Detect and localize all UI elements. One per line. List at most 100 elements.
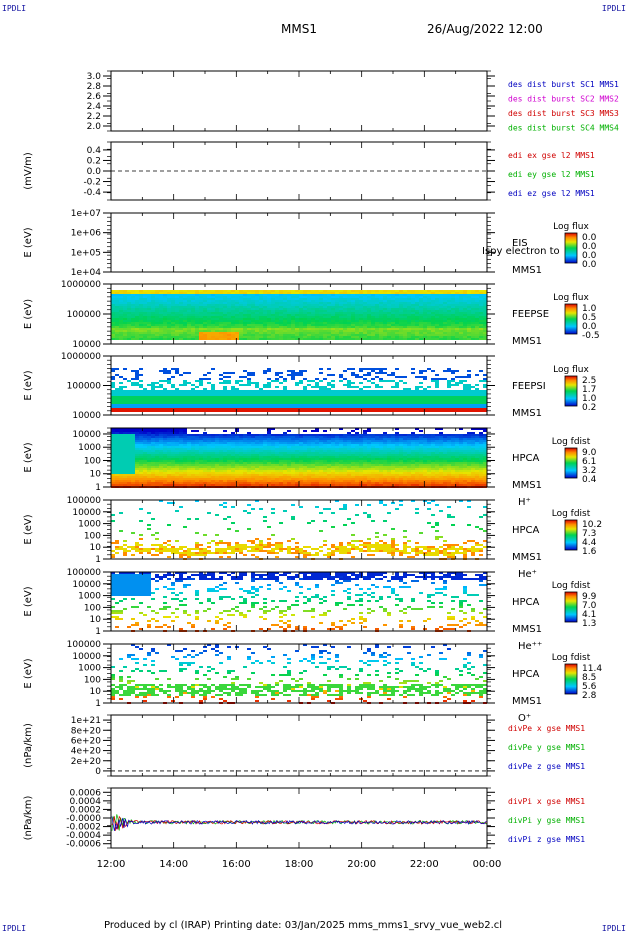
spectrogram-cell [383, 320, 387, 322]
spectrogram-cell [131, 466, 135, 468]
spectrogram-cell [427, 408, 431, 410]
spectrogram-cell [195, 396, 199, 398]
spectrogram-cell [135, 304, 139, 306]
spectrogram-cell [287, 332, 291, 334]
spectrogram-cell [131, 294, 135, 296]
spectrogram-cell [215, 330, 219, 332]
spectrogram-cell [159, 316, 163, 318]
spectrogram-cell [379, 300, 383, 302]
spectrogram-cell [195, 392, 199, 394]
spectrogram-cell [463, 312, 467, 314]
spectrogram-cell [207, 472, 211, 474]
spectrogram-cell [195, 476, 199, 478]
spectrogram-cell [327, 322, 331, 324]
spectrogram-cell [191, 398, 195, 400]
spectrogram-cell [463, 380, 467, 382]
spectrogram-cell [195, 398, 199, 400]
corner-label-bottom-right: IPDLI [601, 924, 626, 933]
spectrogram-cell [379, 326, 383, 328]
spectrogram-cell [215, 324, 219, 326]
spectrogram-cell [419, 320, 423, 322]
spectrogram-cell [111, 428, 115, 430]
spectrogram-cell [175, 436, 179, 438]
spectrogram-cell [187, 472, 191, 474]
spectrogram-cell [307, 396, 311, 398]
spectrogram-cell [195, 440, 199, 442]
spectrogram-cell [315, 410, 319, 412]
spectrogram-cell [147, 430, 151, 432]
spectrogram-cell [151, 450, 155, 452]
spectrogram-cell [419, 398, 423, 400]
spectrogram-cell [147, 462, 151, 464]
spectrogram-cell [203, 452, 207, 454]
spectrogram-cell [187, 446, 191, 448]
spectrogram-cell [435, 294, 439, 296]
spectrogram-cell [147, 444, 151, 446]
spectrogram-cell [195, 458, 199, 460]
spectrogram-cell [123, 368, 127, 370]
spectrogram-cell [459, 292, 463, 294]
spectrogram-cell [175, 326, 179, 328]
spectrogram-cell [187, 296, 191, 298]
spectrogram-cell [351, 310, 355, 312]
spectrogram-cell [139, 392, 143, 394]
spectrogram-cell [191, 328, 195, 330]
spectrogram-cell [467, 336, 471, 338]
spectrogram-cell [147, 436, 151, 438]
spectrogram-cell [179, 296, 183, 298]
spectrogram-cell [291, 302, 295, 304]
spectrogram-cell [123, 410, 127, 412]
spectrogram-cell [247, 372, 251, 374]
spectrogram-cell [175, 314, 179, 316]
spectrogram-cell [163, 320, 167, 322]
spectrogram-cell [275, 320, 279, 322]
spectrogram-cell [143, 478, 147, 480]
spectrogram-cell [395, 336, 399, 338]
spectrogram-cell [143, 408, 147, 410]
spectrogram-cell [275, 308, 279, 310]
spectrogram-cell [259, 402, 263, 404]
spectrogram-cell [343, 316, 347, 318]
spectrogram-cell [151, 482, 155, 484]
spectrogram-cell [203, 436, 207, 438]
spectrogram-cell [163, 396, 167, 398]
spectrogram-cell [195, 334, 199, 336]
spectrogram-cell [459, 380, 463, 382]
spectrogram-cell [155, 300, 159, 302]
spectrogram-cell [479, 332, 483, 334]
spectrogram-cell [167, 314, 171, 316]
spectrogram-cell [307, 338, 311, 340]
spectrogram-cell [367, 404, 371, 406]
spectrogram-cell [247, 320, 251, 322]
spectrogram-cell [243, 324, 247, 326]
spectrogram-cell [435, 338, 439, 340]
spectrogram-cell [151, 438, 155, 440]
spectrogram-cell [459, 320, 463, 322]
spectrogram-cell [319, 322, 323, 324]
spectrogram-cell [379, 392, 383, 394]
spectrogram-cell [351, 314, 355, 316]
spectrogram-cell [239, 308, 243, 310]
spectrogram-cell [391, 338, 395, 340]
spectrogram-cell [327, 410, 331, 412]
spectrogram-cell [123, 330, 127, 332]
spectrogram-cell [175, 328, 179, 330]
spectrogram-cell [443, 292, 447, 294]
spectrogram-cell [359, 328, 363, 330]
spectrogram-cell [343, 400, 347, 402]
spectrogram-cell [195, 466, 199, 468]
spectrogram-cell [135, 410, 139, 412]
spectrogram-cell [143, 392, 147, 394]
spectrogram-cell [431, 324, 435, 326]
spectrogram-cell [127, 338, 131, 340]
spectrogram-cell [111, 336, 115, 338]
spectrogram-cell [143, 294, 147, 296]
spectrogram-cell [311, 298, 315, 300]
spectrogram-cell [199, 312, 203, 314]
spectrogram-cell [199, 404, 203, 406]
spectrogram-cell [115, 312, 119, 314]
spectrogram-cell [143, 462, 147, 464]
spectrogram-cell [227, 308, 231, 310]
spectrogram-cell [303, 378, 307, 380]
spectrogram-cell [475, 318, 479, 320]
